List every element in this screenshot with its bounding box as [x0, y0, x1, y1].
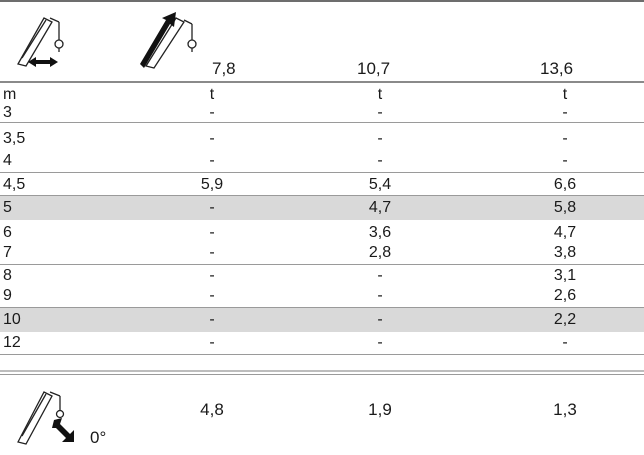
load-cell: - — [209, 311, 215, 328]
radius-cell: 3 — [3, 104, 12, 121]
load-cell: - — [377, 152, 383, 169]
load-unit-2: t — [377, 86, 383, 103]
crane-boom-radius-icon — [17, 17, 64, 67]
load-cell: - — [377, 334, 383, 351]
units-row: m t t t — [0, 86, 644, 104]
load-cell: 6,6 — [553, 176, 577, 193]
load-cell: - — [562, 130, 568, 147]
load-cell: 4,7 — [368, 199, 392, 216]
load-cell: 3,8 — [553, 244, 577, 261]
load-cell: 2,8 — [368, 244, 392, 261]
crane-boom-telescope-icon — [140, 12, 197, 69]
boom-length-3: 13,6 — [540, 59, 574, 78]
radius-cell: 12 — [3, 334, 21, 351]
boom-length-2: 10,7 — [357, 59, 391, 78]
table-row: 3 - - - — [0, 104, 644, 122]
table-row-shaded: 10 - - 2,2 — [0, 308, 644, 332]
load-cell: 5,9 — [200, 176, 224, 193]
load-cell: - — [562, 104, 568, 121]
table-row: 4,5 5,9 5,4 6,6 — [0, 176, 644, 194]
load-cell: 2,6 — [553, 287, 577, 304]
top-border — [0, 0, 644, 2]
load-cell: - — [209, 199, 215, 216]
load-cell: - — [377, 104, 383, 121]
radius-cell: 4,5 — [3, 176, 26, 193]
load-cell: - — [562, 334, 568, 351]
row-divider — [0, 307, 644, 308]
radius-cell: 3,5 — [3, 130, 26, 147]
slew-angle-label: 0° — [90, 428, 107, 447]
footer-divider — [0, 370, 644, 372]
load-unit-1: t — [209, 86, 215, 103]
radius-unit: m — [3, 86, 17, 103]
radius-cell: 5 — [3, 199, 12, 216]
load-cell: 3,6 — [368, 224, 392, 241]
slew-load-1: 4,8 — [200, 400, 224, 419]
load-cell: 3,1 — [553, 267, 577, 284]
load-cell: - — [377, 130, 383, 147]
table-row: 8 - - 3,1 — [0, 267, 644, 285]
table-row-shaded: 5 - 4,7 5,8 — [0, 196, 644, 220]
load-cell: - — [209, 224, 215, 241]
slew-load-3: 1,3 — [553, 400, 577, 419]
load-cell: - — [377, 287, 383, 304]
radius-cell: 9 — [3, 287, 12, 304]
row-divider — [0, 172, 644, 173]
boom-length-1: 7,8 — [212, 59, 236, 78]
slew-load-2: 1,9 — [368, 400, 392, 419]
load-unit-3: t — [562, 86, 568, 103]
load-cell: - — [209, 334, 215, 351]
table-row: 7 - 2,8 3,8 — [0, 244, 644, 262]
load-cell: 2,2 — [553, 311, 577, 328]
table-row: 6 - 3,6 4,7 — [0, 224, 644, 242]
load-cell: 5,8 — [553, 199, 577, 216]
load-cell: - — [209, 267, 215, 284]
table-row: 9 - - 2,6 — [0, 287, 644, 305]
table-row: 3,5 - - - — [0, 130, 644, 148]
load-cell: 5,4 — [368, 176, 392, 193]
row-divider — [0, 264, 644, 265]
load-cell: - — [562, 152, 568, 169]
load-cell: - — [209, 104, 215, 121]
radius-cell: 6 — [3, 224, 12, 241]
table-row: 12 - - - — [0, 334, 644, 352]
load-cell: - — [209, 244, 215, 261]
row-divider — [0, 195, 644, 196]
row-divider — [0, 122, 644, 123]
radius-cell: 8 — [3, 267, 12, 284]
load-cell: - — [209, 130, 215, 147]
table-row: 4 - - - — [0, 152, 644, 170]
radius-cell: 7 — [3, 244, 12, 261]
load-cell: - — [377, 267, 383, 284]
crane-boom-slewing-icon — [17, 391, 74, 445]
row-divider — [0, 354, 644, 355]
radius-cell: 4 — [3, 152, 12, 169]
load-cell: - — [209, 287, 215, 304]
load-cell: - — [209, 152, 215, 169]
radius-cell: 10 — [3, 311, 21, 328]
load-cell: 4,7 — [553, 224, 577, 241]
header-divider — [0, 81, 644, 83]
footer-divider-inner — [0, 374, 644, 375]
load-cell: - — [377, 311, 383, 328]
